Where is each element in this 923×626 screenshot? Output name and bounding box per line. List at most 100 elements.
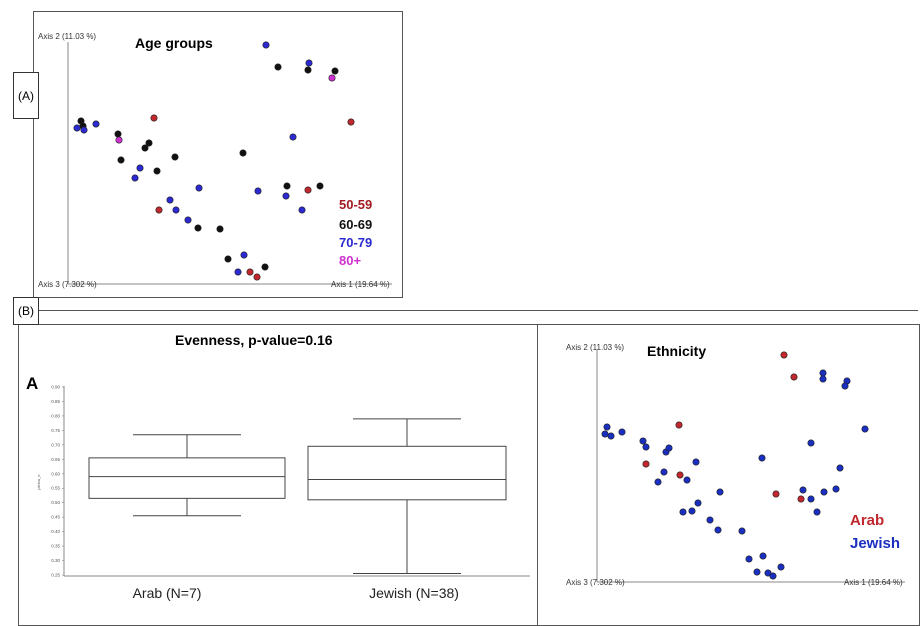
age-point-60-69-17 — [331, 67, 339, 75]
ethnicity-chart: Axis 2 (11.03 %) Axis 3 (7.302 %) Axis 1… — [566, 343, 905, 587]
age-x-axis-label: Axis 3 (7.302 %) — [38, 280, 97, 289]
eth-point-jewish-3 — [618, 428, 626, 436]
eth-point-jewish-1 — [601, 430, 609, 438]
evenness-tick-label-3: 0.75 — [51, 428, 60, 433]
eth-point-jewish-14 — [706, 516, 714, 524]
panel-label-b-text: (B) — [18, 304, 34, 318]
evenness-tick-label-9: 0.45 — [51, 515, 60, 520]
evenness-tick-label-11: 0.35 — [51, 544, 60, 549]
age-point-70-79-15 — [282, 192, 290, 200]
eth-point-jewish-37 — [841, 382, 849, 390]
evenness-tick-label-8: 0.50 — [51, 500, 60, 505]
eth-point-jewish-7 — [665, 444, 673, 452]
evenness-tick-label-7: 0.55 — [51, 486, 60, 491]
age-point-50-59-0 — [150, 114, 158, 122]
age-point-50-59-4 — [246, 268, 254, 276]
age-point-60-69-8 — [194, 224, 202, 232]
eth-chart-title: Ethnicity — [647, 343, 706, 359]
eth-point-arab-4 — [676, 471, 684, 479]
age-point-70-79-7 — [184, 216, 192, 224]
eth-point-jewish-27 — [807, 495, 815, 503]
eth-point-jewish-33 — [861, 425, 869, 433]
eth-point-jewish-8 — [654, 478, 662, 486]
eth-point-arab-3 — [642, 460, 650, 468]
age-point-70-79-16 — [298, 206, 306, 214]
age-groups-panel — [33, 11, 403, 298]
eth-point-jewish-29 — [813, 508, 821, 516]
age-points — [73, 41, 355, 281]
age-point-60-69-3 — [141, 144, 149, 152]
age-point-70-79-1 — [80, 126, 88, 134]
eth-point-jewish-35 — [819, 375, 827, 383]
evenness-tick-label-6: 0.60 — [51, 471, 60, 476]
evenness-ticks: 0.90 0.85 0.80 0.75 0.70 0.65 0.60 0.55 0.50 0.45… — [51, 385, 64, 578]
age-point-70-79-14 — [254, 187, 262, 195]
age-point-60-69-9 — [216, 225, 224, 233]
evenness-tick-label-12: 0.30 — [51, 558, 60, 563]
age-point-70-79-11 — [262, 41, 270, 49]
evenness-tick-label-13: 0.25 — [51, 573, 60, 578]
evenness-y-axis-label: pielou_e — [36, 474, 41, 490]
age-point-70-79-3 — [136, 164, 144, 172]
evenness-title: Evenness, p-value=0.16 — [175, 332, 333, 348]
age-point-60-69-7 — [171, 153, 179, 161]
age-legend-80plus: 80+ — [339, 253, 361, 268]
age-chart-title: Age groups — [135, 35, 213, 51]
panel-label-a-text: (A) — [18, 88, 34, 103]
eth-point-jewish-0 — [603, 423, 611, 431]
age-point-50-59-3 — [347, 118, 355, 126]
eth-point-jewish-24 — [769, 572, 777, 580]
eth-point-jewish-20 — [745, 555, 753, 563]
age-point-50-59-2 — [304, 186, 312, 194]
age-point-50-59-1 — [155, 206, 163, 214]
age-point-70-79-4 — [131, 174, 139, 182]
eth-point-jewish-13 — [688, 507, 696, 515]
age-point-60-69-6 — [153, 167, 161, 175]
eth-y-axis-label: Axis 2 (11.03 %) — [566, 343, 624, 352]
evenness-category-jewish: Jewish (N=38) — [369, 585, 459, 601]
evenness-chart: Evenness, p-value=0.16 A pielou_e 0.900.… — [26, 332, 530, 601]
age-point-60-69-10 — [224, 255, 232, 263]
age-y-axis-label: Axis 2 (11.03 %) — [38, 32, 96, 41]
eth-point-jewish-34 — [819, 369, 827, 377]
label-b-connector — [37, 310, 918, 311]
evenness-boxes — [88, 418, 507, 575]
eth-point-jewish-25 — [777, 563, 785, 571]
eth-point-arab-1 — [790, 373, 798, 381]
age-point-60-69-16 — [304, 66, 312, 74]
eth-point-arab-6 — [797, 495, 805, 503]
eth-point-jewish-31 — [832, 485, 840, 493]
eth-point-jewish-18 — [716, 488, 724, 496]
eth-point-jewish-15 — [714, 526, 722, 534]
evenness-category-arab: Arab (N=7) — [133, 585, 202, 601]
eth-legend-arab: Arab — [850, 512, 884, 529]
eth-point-jewish-21 — [759, 552, 767, 560]
eth-point-arab-0 — [780, 351, 788, 359]
eth-point-arab-5 — [772, 490, 780, 498]
age-point-70-79-9 — [234, 268, 242, 276]
age-legend-70-79: 70-79 — [339, 235, 372, 250]
eth-point-jewish-10 — [692, 458, 700, 466]
evenness-tick-label-2: 0.80 — [51, 413, 60, 418]
panel-label-a: (A) — [13, 72, 39, 119]
eth-point-jewish-30 — [820, 488, 828, 496]
age-point-70-79-6 — [172, 206, 180, 214]
eth-point-jewish-11 — [679, 508, 687, 516]
eth-point-jewish-19 — [758, 454, 766, 462]
age-point-70-79-5 — [166, 196, 174, 204]
age-point-70-79-10 — [240, 251, 248, 259]
age-point-60-69-12 — [239, 149, 247, 157]
eth-point-jewish-17 — [683, 476, 691, 484]
age-point-70-79-2 — [92, 120, 100, 128]
age-point-50-59-5 — [253, 273, 261, 281]
age-point-60-69-5 — [117, 156, 125, 164]
age-point-60-69-4 — [145, 139, 153, 147]
age-legend-50-59: 50-59 — [339, 197, 372, 212]
evenness-box-1-iqr — [307, 445, 507, 501]
age-point-60-69-15 — [274, 63, 282, 71]
age-axis1-label: Axis 1 (19.64 %) — [331, 280, 390, 289]
eth-point-jewish-12 — [694, 499, 702, 507]
evenness-tick-label-4: 0.70 — [51, 442, 60, 447]
eth-point-jewish-26 — [807, 439, 815, 447]
